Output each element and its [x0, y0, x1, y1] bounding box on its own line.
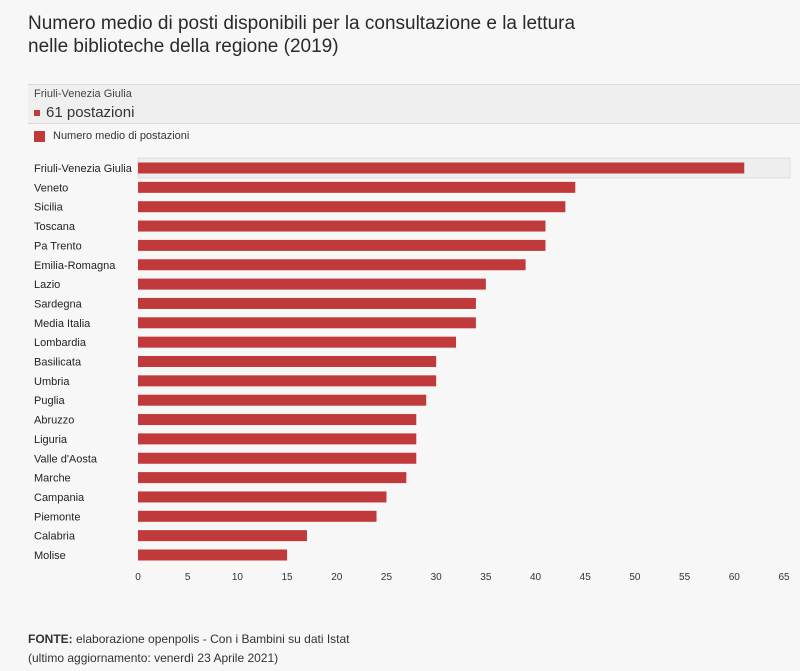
category-label: Puglia — [34, 395, 65, 407]
x-tick-label: 20 — [331, 572, 343, 583]
tooltip-region: Friuli-Venezia Giulia — [34, 88, 132, 100]
x-tick-label: 35 — [480, 572, 492, 583]
footer: FONTE: elaborazione openpolis - Con i Ba… — [28, 630, 350, 668]
tooltip-value: 61 postazioni — [46, 104, 135, 121]
bar[interactable] — [138, 394, 427, 406]
bar[interactable] — [138, 239, 546, 251]
tooltip: Friuli-Venezia Giulia 61 postazioni — [28, 84, 800, 124]
bar[interactable] — [138, 491, 387, 503]
chart-title-line1: Numero medio di posti disponibili per la… — [28, 13, 576, 34]
x-tick-label: 15 — [282, 572, 294, 583]
category-label: Sicilia — [34, 202, 64, 214]
bar[interactable] — [138, 181, 576, 193]
bar[interactable] — [138, 433, 417, 445]
bar[interactable] — [138, 356, 437, 367]
legend-swatch — [34, 130, 45, 142]
bar[interactable] — [138, 220, 546, 232]
x-tick-label: 45 — [580, 572, 592, 583]
x-tick-label: 40 — [530, 572, 542, 583]
category-label: Veneto — [34, 182, 68, 194]
x-tick-label: 5 — [185, 572, 191, 583]
bar[interactable] — [138, 375, 437, 387]
footer-updated: (ultimo aggiornamento: venerdì 23 Aprile… — [28, 651, 279, 665]
category-label: Toscana — [34, 221, 76, 233]
tooltip-value-row: 61 postazioni — [34, 104, 134, 121]
category-label: Emilia-Romagna — [34, 260, 116, 272]
bar[interactable] — [138, 530, 307, 542]
x-tick-label: 0 — [135, 572, 141, 583]
x-tick-label: 60 — [729, 572, 741, 583]
category-label: Calabria — [34, 531, 76, 543]
x-tick-label: 50 — [629, 572, 641, 583]
category-label: Basilicata — [34, 357, 82, 369]
legend-label: Numero medio di postazioni — [53, 130, 190, 142]
x-tick-label: 25 — [381, 572, 393, 583]
chart-title-line2: nelle biblioteche della regione (2019) — [28, 36, 339, 57]
category-label: Lombardia — [34, 337, 87, 349]
category-label: Abruzzo — [34, 415, 74, 427]
category-label: Umbria — [34, 376, 70, 388]
bar[interactable] — [138, 549, 288, 561]
x-tick-label: 55 — [679, 572, 691, 583]
category-label: Campania — [34, 492, 85, 504]
footer-source-text: elaborazione openpolis - Con i Bambini s… — [72, 632, 350, 646]
bar[interactable] — [138, 317, 476, 329]
bar[interactable] — [138, 162, 745, 174]
bar[interactable] — [138, 414, 417, 426]
bar[interactable] — [138, 278, 486, 290]
footer-source: FONTE: elaborazione openpolis - Con i Ba… — [28, 630, 350, 649]
bar[interactable] — [138, 472, 407, 484]
x-tick-label: 30 — [431, 572, 443, 583]
footer-source-label: FONTE: — [28, 632, 73, 646]
category-label: Media Italia — [34, 318, 91, 330]
category-label: Piemonte — [34, 511, 80, 523]
chart-title: Numero medio di posti disponibili per la… — [28, 12, 588, 58]
category-label: Sardegna — [34, 298, 83, 310]
category-label: Liguria — [34, 434, 68, 446]
bar[interactable] — [138, 510, 377, 522]
bar[interactable] — [138, 259, 526, 271]
category-label: Molise — [34, 550, 66, 562]
x-tick-label: 10 — [232, 572, 244, 583]
legend[interactable]: Numero medio di postazioni — [34, 130, 189, 142]
bar[interactable] — [138, 452, 417, 464]
bar[interactable] — [138, 201, 566, 213]
category-label: Lazio — [34, 279, 60, 291]
category-label: Valle d'Aosta — [34, 453, 98, 465]
category-label: Pa Trento — [34, 240, 82, 252]
bar-chart: Friuli-Venezia Giulia Veneto Sicilia Toscan… — [34, 157, 791, 583]
bar[interactable] — [138, 297, 476, 309]
category-label: Marche — [34, 473, 71, 485]
tooltip-swatch — [34, 109, 40, 116]
x-tick-label: 65 — [778, 572, 790, 583]
bar[interactable] — [138, 336, 457, 348]
category-label: Friuli-Venezia Giulia — [34, 163, 133, 175]
